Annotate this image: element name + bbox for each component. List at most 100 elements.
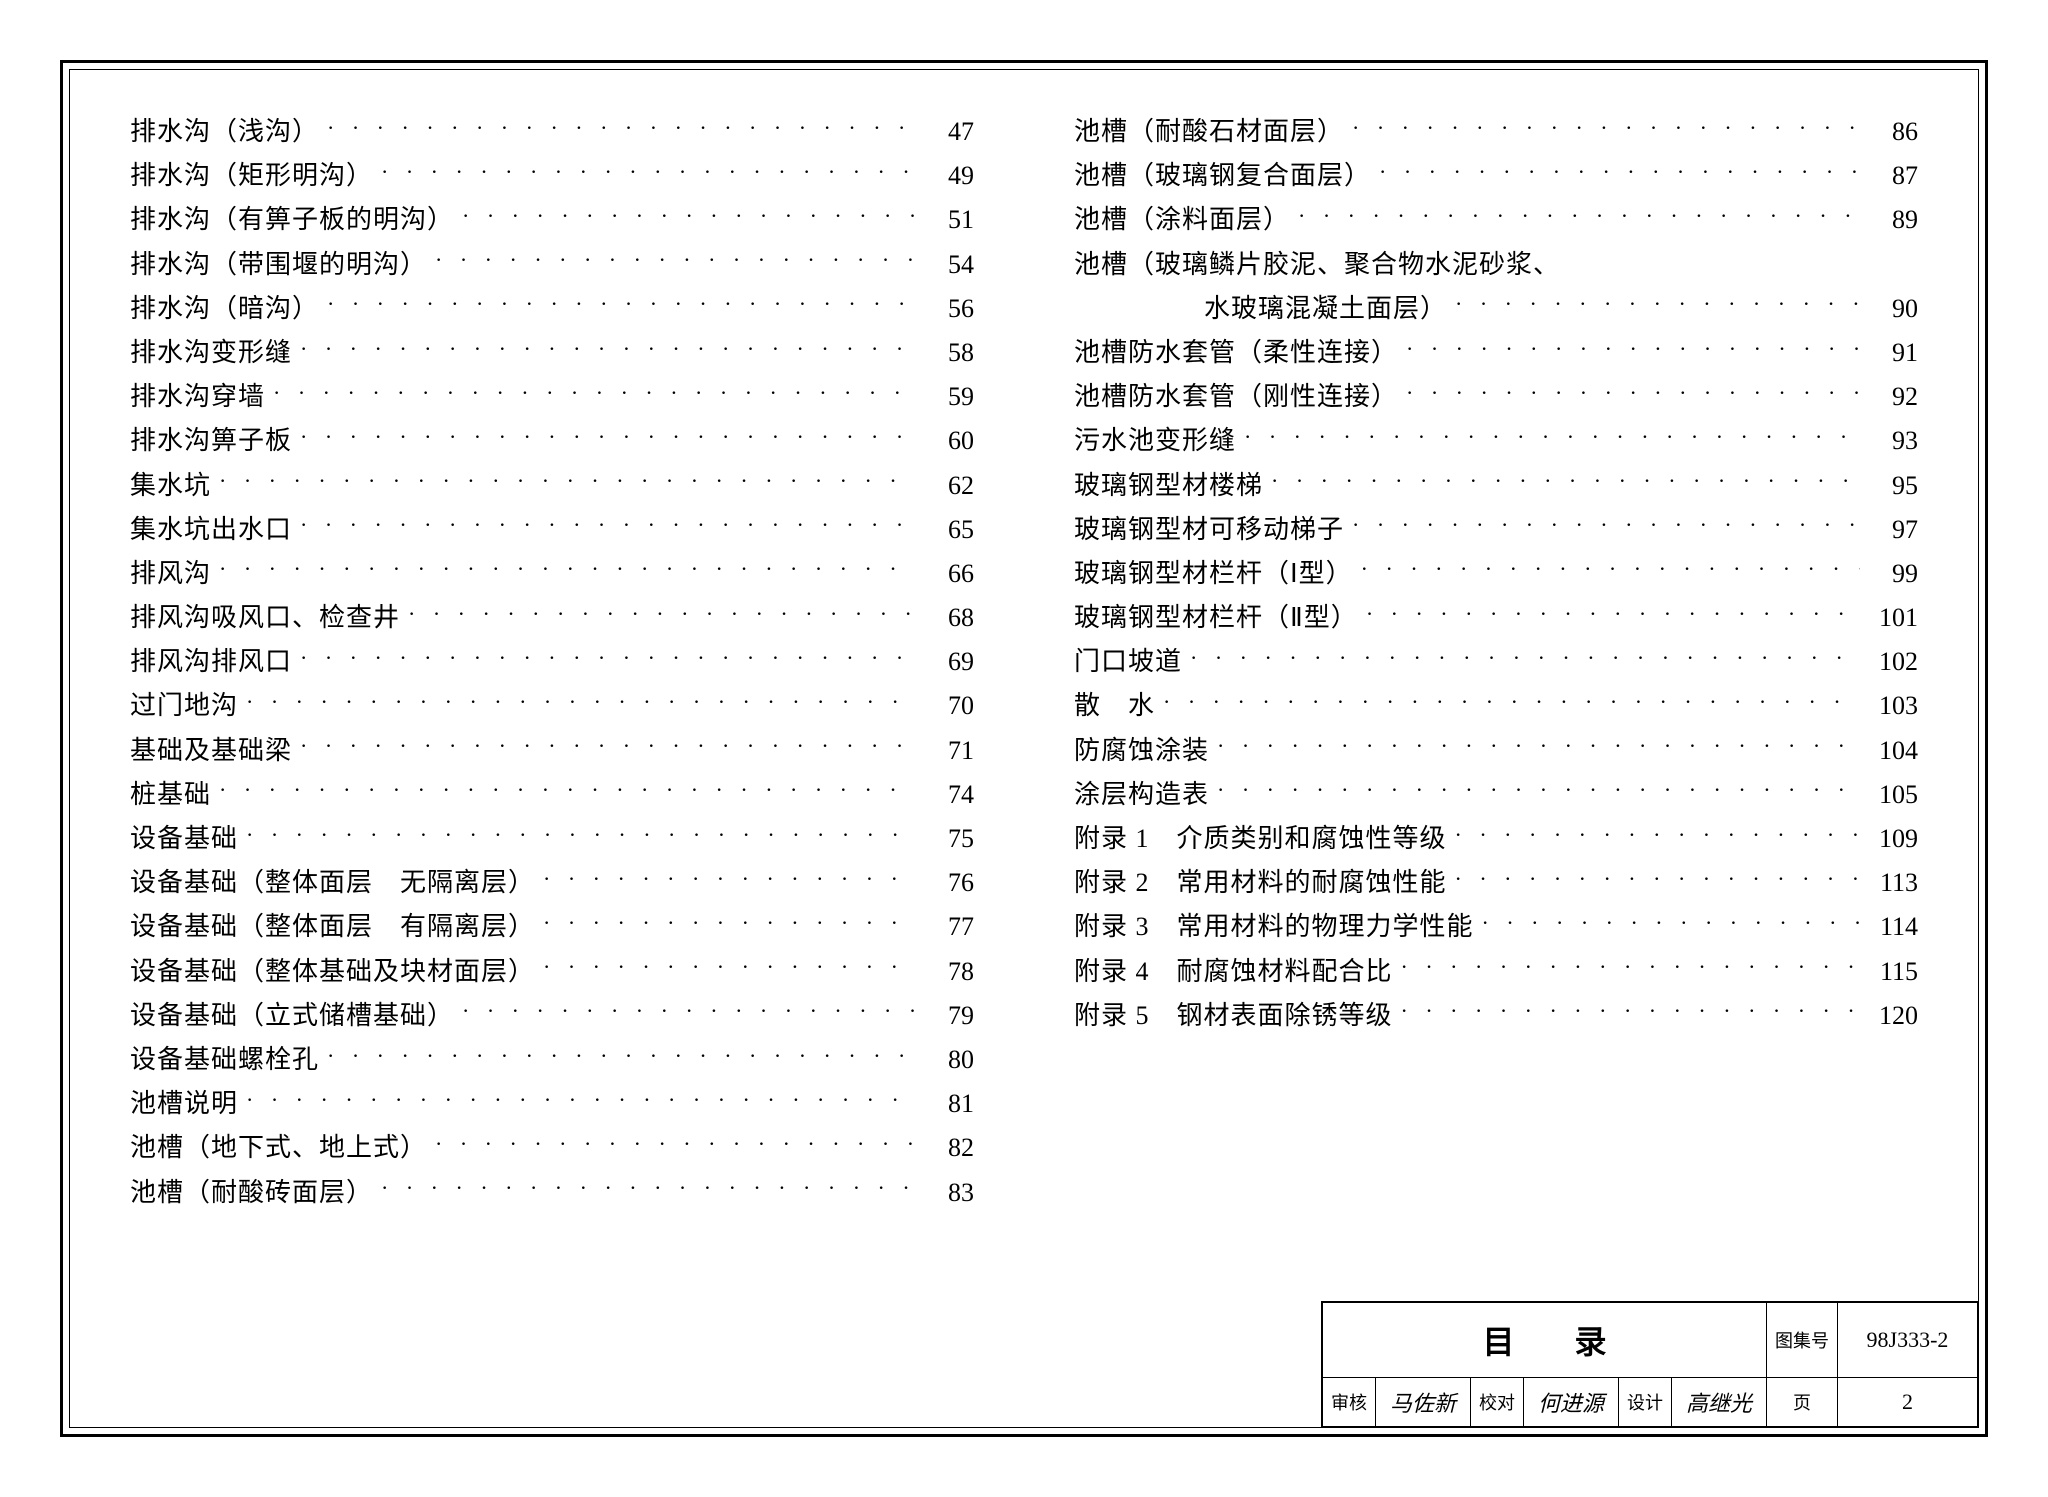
toc-label: 设备基础（整体基础及块材面层） [130,950,535,994]
toc-entry: 排水沟穿墙59 [130,375,974,419]
toc-leader-dots [408,600,916,626]
toc-page-number: 54 [924,243,974,287]
toc-entry: 池槽（耐酸石材面层） 86 [1074,110,1918,154]
design-label: 设计 [1618,1378,1671,1427]
toc-entry: 池槽防水套管（柔性连接） 91 [1074,331,1918,375]
toc-page-number: 86 [1868,110,1918,154]
toc-leader-dots [246,1086,916,1112]
toc-entry: 门口坡道 102 [1074,640,1918,684]
toc-label: 过门地沟 [130,684,238,728]
toc-page-number: 62 [924,464,974,508]
toc-leader-dots [1244,423,1860,449]
toc-leader-dots [1271,468,1860,494]
toc-page-number: 91 [1868,331,1918,375]
toc-page-number: 76 [924,861,974,905]
toc-label: 排水沟（带围堰的明沟） [130,243,427,287]
toc-entry: 排水沟（有箅子板的明沟） 51 [130,198,974,242]
toc-label: 排水沟（矩形明沟） [130,154,373,198]
toc-entry: 设备基础75 [130,817,974,861]
toc-page-number: 102 [1868,640,1918,684]
toc-leader-dots [327,114,916,140]
toc-leader-dots [219,556,916,582]
toc-page-number: 97 [1868,508,1918,552]
atlas-label: 图集号 [1767,1303,1838,1378]
toc-leader-dots [1401,998,1860,1024]
toc-label: 池槽（玻璃鳞片胶泥、聚合物水泥砂浆、 [1074,243,1560,287]
toc-page-number: 83 [924,1171,974,1215]
toc-page-number: 95 [1868,464,1918,508]
toc-entry: 排水沟（浅沟）47 [130,110,974,154]
toc-page-number: 77 [924,905,974,949]
toc-page-number: 51 [924,198,974,242]
toc-label: 污水池变形缝 [1074,419,1236,463]
toc-entry: 设备基础（立式储槽基础）79 [130,994,974,1038]
toc-entry: 散 水103 [1074,684,1918,728]
toc-page-number: 49 [924,154,974,198]
toc-entry: 池槽说明81 [130,1082,974,1126]
toc-label: 排风沟排风口 [130,640,292,684]
toc-entry: 集水坑出水口65 [130,508,974,552]
toc-leader-dots [543,954,916,980]
toc-label: 排水沟（有箅子板的明沟） [130,198,454,242]
toc-entry: 排水沟箅子板60 [130,419,974,463]
toc-label: 门口坡道 [1074,640,1182,684]
toc-label: 集水坑 [130,464,211,508]
toc-leader-dots [543,865,916,891]
toc-leader-dots [381,158,916,184]
toc-entry: 设备基础（整体面层 有隔离层）77 [130,905,974,949]
toc-page-number: 104 [1868,729,1918,773]
toc-leader-dots [1298,202,1860,228]
toc-page-number: 115 [1868,950,1918,994]
toc-label: 池槽（耐酸石材面层） [1074,110,1344,154]
toc-label: 池槽（涂料面层） [1074,198,1290,242]
toc-page-number: 81 [924,1082,974,1126]
toc-entry: 附录 2 常用材料的耐腐蚀性能113 [1074,861,1918,905]
document-page: 排水沟（浅沟）47排水沟（矩形明沟） 49 排水沟（有箅子板的明沟） 51 排水沟（带围… [20,20,2028,1477]
toc-label: 池槽（耐酸砖面层） [130,1171,373,1215]
toc-label: 涂层构造表 [1074,773,1209,817]
review-label: 审核 [1322,1378,1375,1427]
toc-label: 池槽（玻璃钢复合面层） [1074,154,1371,198]
toc-entry: 池槽（玻璃鳞片胶泥、聚合物水泥砂浆、 [1074,243,1918,287]
toc-leader-dots [462,202,916,228]
toc-page-number: 70 [924,684,974,728]
toc-entry: 排水沟（矩形明沟） 49 [130,154,974,198]
toc-leader-dots [300,733,916,759]
toc-page-number: 69 [924,640,974,684]
toc-columns: 排水沟（浅沟）47排水沟（矩形明沟） 49 排水沟（有箅子板的明沟） 51 排水沟（带围… [130,110,1918,1387]
toc-leader-dots [1482,909,1860,935]
toc-page-number: 79 [924,994,974,1038]
toc-label: 池槽防水套管（刚性连接） [1074,375,1398,419]
toc-label: 排水沟变形缝 [130,331,292,375]
toc-entry: 玻璃钢型材楼梯95 [1074,464,1918,508]
toc-page-number: 56 [924,287,974,331]
toc-label: 防腐蚀涂装 [1074,729,1209,773]
toc-label: 设备基础（整体面层 无隔离层） [130,861,535,905]
toc-label: 玻璃钢型材可移动梯子 [1074,508,1344,552]
toc-page-number: 114 [1868,905,1918,949]
toc-page-number: 89 [1868,198,1918,242]
toc-page-number: 75 [924,817,974,861]
toc-entry: 池槽防水套管（刚性连接）92 [1074,375,1918,419]
toc-leader-dots [462,998,916,1024]
toc-page-number: 78 [924,950,974,994]
check-label: 校对 [1470,1378,1523,1427]
toc-leader-dots [219,777,916,803]
toc-label: 附录 3 常用材料的物理力学性能 [1074,905,1474,949]
toc-label: 池槽防水套管（柔性连接） [1074,331,1398,375]
review-signature: 马佐新 [1375,1378,1470,1427]
toc-entry: 排水沟（暗沟）56 [130,287,974,331]
design-signature: 高继光 [1671,1378,1766,1427]
toc-leader-dots [246,688,916,714]
toc-page-number: 90 [1868,287,1918,331]
toc-page-number: 105 [1868,773,1918,817]
toc-entry: 池槽（地下式、地上式）82 [130,1126,974,1170]
toc-page-number: 66 [924,552,974,596]
toc-page-number: 80 [924,1038,974,1082]
toc-leader-dots [1455,291,1860,317]
toc-label: 桩基础 [130,773,211,817]
toc-page-number: 82 [924,1126,974,1170]
toc-entry: 玻璃钢型材栏杆（Ⅱ型）101 [1074,596,1918,640]
toc-entry: 池槽（涂料面层） 89 [1074,198,1918,242]
toc-leader-dots [1379,158,1860,184]
